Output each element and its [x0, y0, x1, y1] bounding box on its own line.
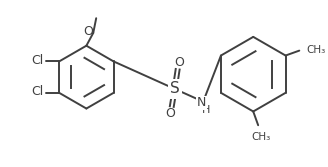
Text: CH₃: CH₃	[306, 45, 325, 55]
Text: Cl: Cl	[31, 54, 44, 67]
Text: O: O	[165, 107, 175, 120]
Text: methyl: methyl	[96, 10, 101, 11]
Text: N: N	[196, 96, 206, 109]
Text: Cl: Cl	[31, 85, 44, 98]
Text: O: O	[83, 25, 93, 38]
Text: CH₃: CH₃	[252, 132, 271, 142]
Text: H: H	[202, 105, 210, 115]
Text: S: S	[170, 81, 180, 96]
Text: O: O	[175, 56, 185, 69]
